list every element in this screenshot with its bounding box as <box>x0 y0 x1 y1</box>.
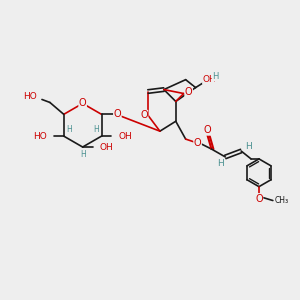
Text: HO: HO <box>23 92 37 101</box>
Text: O: O <box>194 138 201 148</box>
Text: O: O <box>113 109 121 119</box>
Text: O: O <box>140 110 148 120</box>
Text: H: H <box>217 159 224 168</box>
Text: O: O <box>79 98 86 108</box>
Text: H: H <box>94 125 99 134</box>
Text: H: H <box>66 125 72 134</box>
Text: O: O <box>185 86 193 97</box>
Text: O: O <box>204 125 211 135</box>
Text: H: H <box>245 142 251 151</box>
Text: HO: HO <box>33 132 47 141</box>
Text: OH: OH <box>118 132 132 141</box>
Text: H: H <box>80 151 86 160</box>
Text: H: H <box>212 72 219 81</box>
Text: OH: OH <box>202 75 216 84</box>
Text: O: O <box>255 194 263 203</box>
Text: CH₃: CH₃ <box>275 196 289 205</box>
Text: OH: OH <box>100 142 113 152</box>
